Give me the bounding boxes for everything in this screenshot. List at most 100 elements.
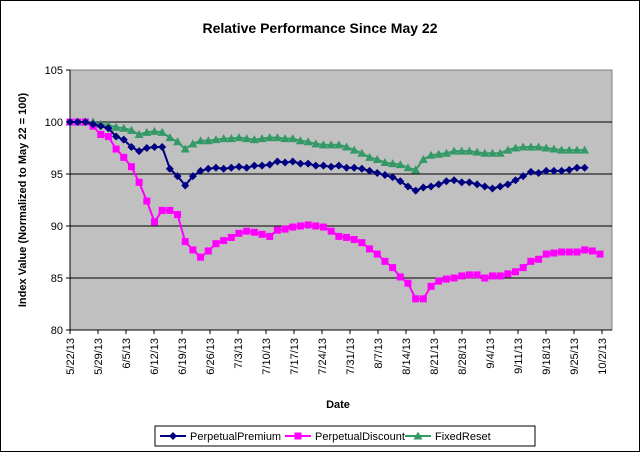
data-point [450, 274, 458, 282]
data-point [219, 134, 229, 143]
data-point [104, 124, 113, 133]
x-tick-label: 9/18/13 [541, 338, 553, 375]
data-point [119, 123, 129, 132]
data-point [235, 229, 243, 237]
data-point [120, 153, 128, 161]
data-point [372, 154, 382, 163]
data-point [373, 168, 382, 177]
data-point [557, 166, 566, 175]
data-point [381, 257, 389, 265]
data-point [580, 145, 590, 154]
data-point [434, 149, 444, 158]
data-point [212, 240, 220, 248]
data-point [427, 282, 435, 290]
legend-label: PerpetualDiscount [315, 431, 405, 443]
x-tick-label: 6/19/13 [177, 338, 189, 375]
y-axis-label: Index Value (Normalized to May 22 = 100) [17, 93, 29, 308]
data-point [165, 164, 174, 173]
data-point [127, 163, 135, 171]
data-point [488, 272, 496, 280]
data-point [572, 163, 581, 172]
data-point [188, 139, 198, 148]
legend: PerpetualPremium PerpetualDiscount FixedRe… [154, 425, 536, 447]
data-point [135, 178, 143, 186]
data-point [142, 144, 151, 152]
series-line [70, 121, 601, 300]
data-point [549, 166, 558, 175]
data-point [458, 272, 466, 280]
data-point [503, 180, 512, 189]
data-point [565, 248, 573, 256]
data-point [250, 161, 259, 170]
data-point [281, 158, 290, 167]
data-point [534, 142, 544, 151]
data-point [66, 118, 74, 126]
data-point [413, 431, 423, 440]
data-point [389, 264, 397, 272]
data-point [289, 223, 297, 231]
data-point [426, 150, 436, 159]
x-tick-label: 6/12/13 [149, 338, 161, 375]
data-point [481, 274, 489, 282]
data-point [511, 176, 520, 185]
data-point [442, 177, 451, 186]
data-point [188, 172, 197, 181]
data-point [234, 162, 243, 171]
data-point [457, 146, 467, 155]
data-point [294, 432, 302, 440]
data-point [557, 145, 567, 154]
data-point [97, 130, 105, 138]
data-point [365, 166, 374, 175]
data-point [219, 164, 228, 173]
data-point [573, 248, 581, 256]
data-point [441, 148, 451, 157]
data-point [196, 136, 206, 145]
data-point [349, 145, 359, 154]
data-point [303, 137, 313, 146]
data-point [418, 154, 428, 163]
x-axis-ticks: 5/22/13 5/29/13 6/5/13 6/12/13 6/19/13 6/26/1… [65, 330, 609, 375]
legend-label: PerpetualPremium [190, 431, 281, 443]
y-axis-ticks: 80 85 90 95 100 105 [45, 65, 612, 337]
data-point [204, 164, 213, 173]
data-point [541, 143, 551, 152]
data-point [150, 218, 158, 226]
data-point [373, 250, 381, 258]
data-point [503, 145, 513, 154]
data-point [112, 132, 121, 141]
data-point [319, 223, 327, 231]
data-point [249, 135, 259, 144]
data-point [112, 145, 120, 153]
y-tick-label: 85 [51, 273, 63, 285]
data-point [504, 270, 512, 278]
data-point [265, 160, 274, 169]
data-point [304, 221, 312, 229]
data-point [111, 122, 121, 131]
data-point [380, 171, 389, 180]
data-point [518, 142, 528, 151]
data-point [250, 228, 258, 236]
x-tick-label: 9/4/13 [485, 338, 497, 369]
legend-item-PerpetualDiscount: PerpetualDiscount [285, 431, 405, 443]
data-point [258, 161, 267, 170]
data-point [350, 236, 358, 244]
data-point [319, 161, 328, 170]
data-point [174, 211, 182, 219]
data-point [327, 227, 335, 235]
y-tick-label: 95 [51, 169, 63, 181]
data-point [165, 133, 175, 142]
x-tick-label: 5/29/13 [93, 338, 105, 375]
data-point [311, 161, 320, 170]
data-point [535, 255, 543, 263]
data-point [549, 144, 559, 153]
data-point [435, 277, 443, 285]
data-point [312, 222, 320, 230]
data-point [134, 129, 144, 138]
x-axis-label: Date [326, 399, 350, 411]
data-point [403, 182, 412, 191]
data-point [266, 232, 274, 240]
data-point [526, 142, 536, 151]
data-point [227, 233, 235, 241]
data-point [173, 137, 183, 146]
data-point [588, 247, 596, 255]
